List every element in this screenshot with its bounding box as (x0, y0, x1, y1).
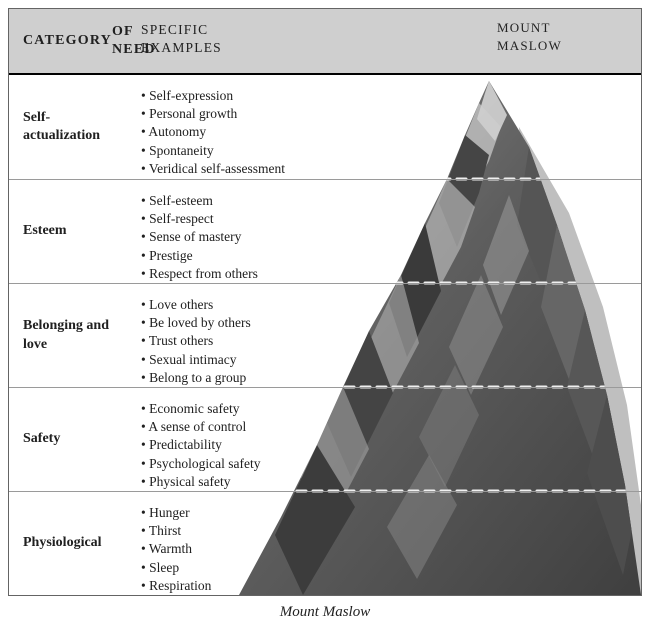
example-item: Psychological safety (141, 455, 363, 473)
examples-cell: Self-esteemSelf-respectSense of masteryP… (137, 180, 367, 283)
header-examples: SPECIFIC EXAMPLES (137, 9, 367, 73)
examples-cell: Self-expressionPersonal growthAutonomySp… (137, 75, 367, 179)
category-label: Safety (23, 430, 60, 448)
example-item: Warmth (141, 540, 363, 558)
header-text: SPECIFIC (141, 21, 363, 39)
header-mount-maslow: MOUNT MASLOW (367, 9, 641, 73)
example-item: Economic safety (141, 400, 363, 418)
table-row: Physiological HungerThirstWarmthSleepResp… (9, 491, 641, 595)
example-item: Respiration (141, 577, 363, 595)
example-item: Autonomy (141, 123, 363, 141)
header-category: CATEGORY OF NEED (9, 9, 137, 73)
example-item: Veridical self-assessment (141, 160, 363, 178)
maslow-cell (367, 180, 641, 283)
maslow-cell (367, 284, 641, 387)
example-item: Respect from others (141, 265, 363, 283)
table-body: Self-actualization Self-expressionPersona… (9, 75, 641, 595)
example-item: Self-expression (141, 87, 363, 105)
example-item: Predictability (141, 436, 363, 454)
table-header: CATEGORY OF NEED SPECIFIC EXAMPLES MOUNT… (9, 9, 641, 75)
figure-caption: Mount Maslow (8, 604, 642, 621)
example-item: Personal growth (141, 105, 363, 123)
category-cell: Esteem (9, 180, 137, 283)
category-label: Self-actualization (23, 109, 125, 145)
category-cell: Physiological (9, 492, 137, 595)
example-item: Belong to a group (141, 369, 363, 387)
header-text: EXAMPLES (141, 39, 363, 57)
table-row: SafetyEconomic safetyA sense of controlP… (9, 387, 641, 491)
category-label: Physiological (23, 534, 102, 552)
examples-cell: Love othersBe loved by othersTrust other… (137, 284, 367, 387)
category-label: Belonging and love (23, 317, 125, 353)
category-label: Esteem (23, 222, 67, 240)
example-item: Sense of mastery (141, 228, 363, 246)
maslow-cell (367, 388, 641, 491)
category-cell: Self-actualization (9, 75, 137, 179)
examples-cell: HungerThirstWarmthSleepRespiration (137, 492, 367, 595)
category-cell: Belonging and love (9, 284, 137, 387)
maslow-cell (367, 75, 641, 179)
table-row: Self-actualization Self-expressionPersona… (9, 75, 641, 179)
maslow-table-frame: CATEGORY OF NEED SPECIFIC EXAMPLES MOUNT… (8, 8, 642, 596)
example-item: Be loved by others (141, 314, 363, 332)
category-cell: Safety (9, 388, 137, 491)
header-text: CATEGORY (23, 32, 112, 50)
example-item: Self-esteem (141, 192, 363, 210)
example-item: Thirst (141, 522, 363, 540)
example-item: Sleep (141, 559, 363, 577)
examples-cell: Economic safetyA sense of controlPredict… (137, 388, 367, 491)
example-item: Physical safety (141, 473, 363, 491)
example-item: Love others (141, 296, 363, 314)
example-item: A sense of control (141, 418, 363, 436)
header-text: MOUNT (497, 19, 629, 37)
example-item: Sexual intimacy (141, 351, 363, 369)
example-item: Prestige (141, 247, 363, 265)
example-item: Self-respect (141, 210, 363, 228)
table-row: Belonging and love Love othersBe loved by… (9, 283, 641, 387)
example-item: Spontaneity (141, 142, 363, 160)
header-text: MASLOW (497, 37, 629, 55)
example-item: Trust others (141, 332, 363, 350)
table-row: Esteem Self-esteemSelf-respectSense of ma… (9, 179, 641, 283)
example-item: Hunger (141, 504, 363, 522)
maslow-cell (367, 492, 641, 595)
